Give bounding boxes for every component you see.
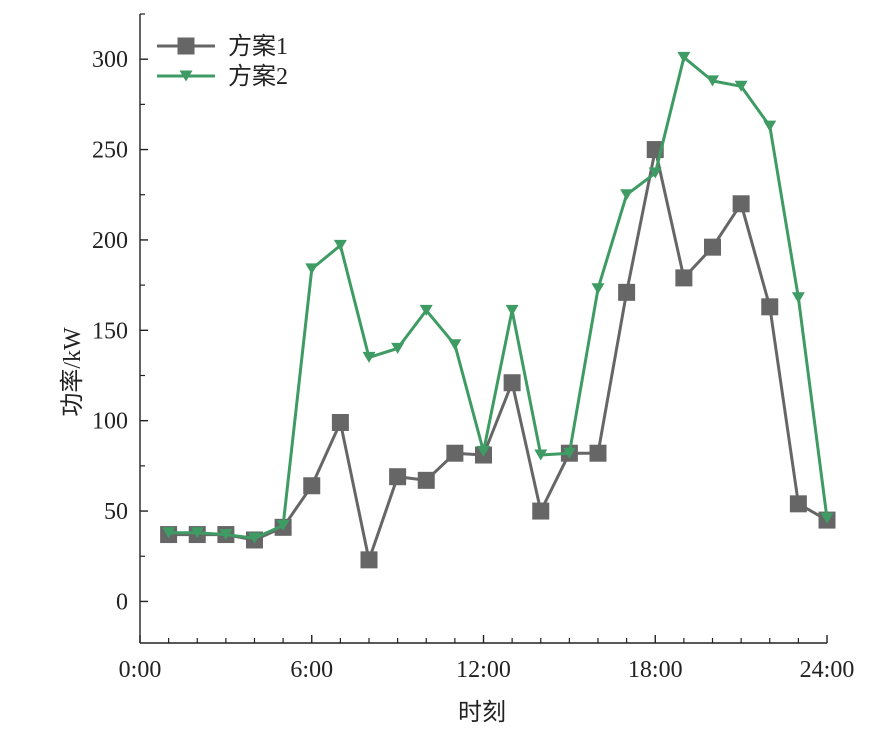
- data-point: [820, 512, 834, 524]
- data-point: [734, 80, 748, 92]
- y-tick-label: 0: [116, 589, 128, 615]
- data-point: [532, 502, 550, 520]
- data-point: [618, 283, 636, 301]
- axis-ticks: [139, 13, 828, 643]
- data-point: [446, 444, 464, 462]
- y-tick-label: 300: [92, 47, 128, 73]
- data-point: [675, 269, 693, 287]
- tick-labels: 0 50 100 150 200 250 300 0:00 6:00 12:00 18:00 24:0…: [92, 47, 854, 683]
- y-tick-label: 150: [92, 318, 128, 344]
- axes: [139, 14, 827, 644]
- legend-marker: [179, 70, 193, 82]
- data-point: [763, 120, 777, 132]
- data-point: [162, 527, 176, 539]
- x-tick-label: 24:00: [800, 657, 855, 683]
- legend-label: 方案1: [228, 33, 288, 60]
- data-point: [305, 263, 319, 275]
- data-point: [219, 529, 233, 541]
- data-point: [333, 239, 347, 251]
- data-point: [417, 471, 435, 489]
- data-point: [732, 195, 750, 213]
- data-point: [477, 445, 490, 457]
- data-point: [448, 339, 462, 351]
- data-point: [362, 351, 376, 363]
- legend-item: 方案1: [157, 33, 288, 60]
- legend-item: 方案2: [157, 63, 288, 90]
- data-point: [391, 342, 405, 354]
- data-point: [505, 304, 519, 316]
- data-point: [248, 532, 261, 544]
- legend-marker: [177, 37, 195, 55]
- data-point: [419, 304, 433, 316]
- legend-label: 方案2: [228, 63, 288, 90]
- data-point: [190, 527, 204, 539]
- data-point: [331, 413, 349, 431]
- data-point: [276, 520, 290, 532]
- data-point: [789, 495, 807, 513]
- data-point: [534, 449, 548, 461]
- data-point: [360, 551, 378, 569]
- series-group: [160, 51, 836, 569]
- x-tick-label: 18:00: [628, 657, 683, 683]
- series-1: [160, 141, 836, 569]
- y-tick-label: 100: [92, 409, 128, 435]
- x-tick-label: 12:00: [456, 657, 511, 683]
- data-point: [591, 283, 605, 295]
- data-point: [648, 167, 662, 179]
- data-point: [677, 51, 691, 63]
- data-point: [503, 374, 521, 392]
- y-axis-title: 功率/kW: [59, 327, 86, 417]
- data-point: [589, 444, 607, 462]
- data-point: [562, 447, 576, 459]
- y-tick-label: 200: [92, 228, 128, 254]
- data-point: [389, 468, 407, 486]
- x-axis-title: 时刻: [458, 699, 506, 726]
- data-point: [706, 75, 719, 87]
- data-point: [761, 298, 779, 316]
- data-point: [303, 477, 321, 495]
- series-line: [168, 148, 828, 562]
- series-2: [162, 51, 834, 544]
- data-point: [704, 238, 721, 256]
- data-point: [791, 292, 805, 304]
- x-tick-label: 0:00: [119, 657, 162, 683]
- x-tick-label: 6:00: [290, 657, 333, 683]
- series-line: [168, 55, 829, 540]
- y-tick-label: 250: [92, 138, 128, 164]
- y-tick-label: 50: [104, 499, 128, 525]
- data-point: [620, 189, 634, 201]
